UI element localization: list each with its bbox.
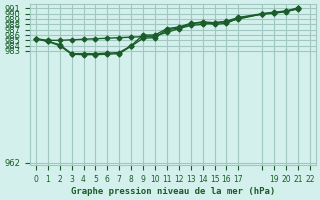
X-axis label: Graphe pression niveau de la mer (hPa): Graphe pression niveau de la mer (hPa) <box>71 187 275 196</box>
